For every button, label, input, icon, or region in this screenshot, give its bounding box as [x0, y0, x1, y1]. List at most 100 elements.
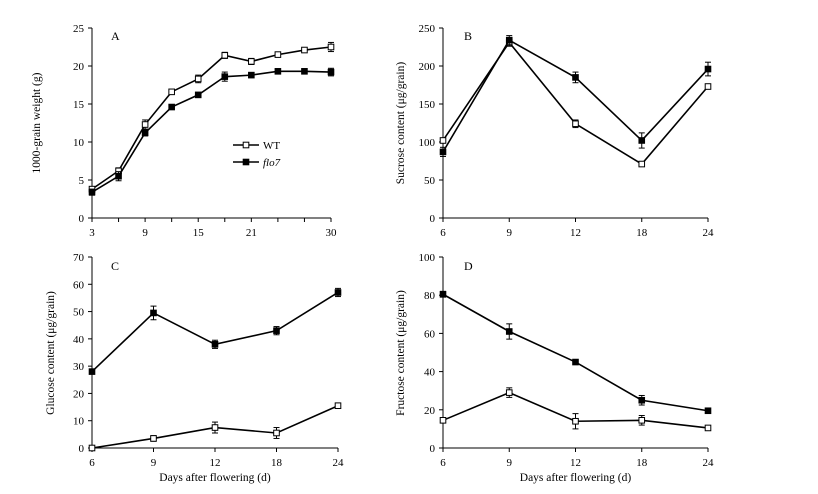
data-point-flo7 [301, 68, 308, 75]
y-tick-label: 50 [424, 175, 436, 187]
series-line-flo7 [442, 293, 709, 412]
data-point-flo7 [439, 290, 447, 298]
data-point-flo7 [334, 289, 342, 296]
data-point-wt [505, 389, 513, 396]
legend-marker-flo7 [242, 158, 250, 166]
y-tick-label: 100 [419, 252, 436, 264]
data-point-wt [221, 52, 229, 59]
x-tick-label: 24 [703, 457, 715, 469]
x-tick-label: 24 [703, 227, 715, 239]
x-tick-label: 12 [210, 457, 221, 469]
x-tick-label: 9 [151, 457, 157, 469]
chart-panel-d: 0 20 40 60 80 100 6 9 12 18 24 D Fructose content (μ… [395, 252, 714, 484]
y-axis-label: Glucose content (μg/grain) [45, 291, 57, 415]
data-point-wt [439, 417, 447, 424]
chart-panel-b: 0 50 100 150 200 250 6 9 12 18 24 B Sucrose content … [395, 23, 714, 239]
data-point-wt [301, 46, 308, 54]
y-tick-label: 100 [419, 137, 436, 149]
legend-label-wt: WT [263, 140, 280, 152]
panel-letter: D [464, 259, 473, 273]
x-axis-label: Days after flowering (d) [520, 472, 632, 484]
data-point-flo7 [572, 358, 579, 366]
y-tick-label: 40 [424, 367, 436, 379]
series-line-flo7 [442, 39, 709, 153]
x-tick-label: 12 [570, 457, 581, 469]
y-axis-label: Fructose content (μg/grain) [395, 290, 407, 416]
data-point-flo7 [194, 91, 202, 99]
data-point-wt [194, 75, 202, 83]
data-point-flo7 [141, 129, 149, 137]
y-axis-label: Sucrose content (μg/grain) [395, 62, 407, 185]
data-point-flo7 [638, 396, 646, 404]
x-tick-label: 15 [193, 227, 205, 239]
y-tick-label: 5 [79, 175, 85, 187]
data-point-flo7 [638, 137, 646, 144]
x-tick-label: 9 [507, 227, 513, 239]
y-tick-label: 250 [419, 23, 436, 35]
data-point-wt [638, 417, 646, 424]
data-point-wt [638, 160, 646, 168]
data-point-flo7 [505, 328, 513, 335]
x-tick-label: 30 [326, 227, 338, 239]
data-point-flo7 [88, 368, 96, 375]
data-point-wt [439, 137, 447, 144]
y-tick-label: 10 [73, 416, 85, 428]
legend-marker-wt [242, 141, 250, 149]
x-tick-label: 18 [636, 457, 648, 469]
y-tick-label: 20 [73, 61, 85, 73]
data-point-wt [704, 83, 712, 90]
y-tick-label: 25 [73, 23, 85, 35]
y-tick-label: 80 [424, 290, 436, 302]
data-point-flo7 [505, 36, 513, 44]
panel-letter: B [464, 29, 472, 43]
x-axis-label: Days after flowering (d) [159, 472, 271, 484]
x-tick-label: 21 [246, 227, 257, 239]
data-point-wt [248, 58, 255, 65]
y-tick-label: 150 [419, 99, 436, 111]
data-point-wt [572, 417, 579, 425]
data-point-flo7 [704, 65, 712, 73]
data-point-flo7 [168, 103, 175, 111]
y-tick-label: 40 [73, 334, 85, 346]
data-point-flo7 [273, 327, 280, 334]
y-tick-label: 70 [73, 252, 85, 264]
x-tick-label: 3 [89, 227, 95, 239]
data-point-flo7 [211, 341, 219, 348]
y-tick-label: 0 [79, 443, 85, 455]
x-tick-label: 18 [636, 227, 648, 239]
data-point-wt [274, 51, 282, 58]
data-point-wt [327, 43, 335, 51]
data-point-flo7 [704, 407, 712, 415]
chart-panel-c: 0 10 20 30 40 50 60 70 6 9 12 18 24 C Glucose content … [45, 252, 344, 484]
data-point-flo7 [115, 172, 122, 180]
panel-letter: C [111, 259, 119, 273]
data-point-flo7 [572, 74, 579, 81]
data-point-wt [704, 424, 712, 432]
series-line-wt [442, 41, 709, 166]
series-line-flo7 [91, 291, 339, 373]
data-point-flo7 [327, 68, 335, 76]
x-tick-label: 24 [333, 457, 345, 469]
y-axis-label: 1000-grain weight (g) [31, 72, 43, 173]
data-point-flo7 [221, 73, 229, 80]
chart-panel-a: 0 5 10 15 20 25 3 9 15 21 30 A 1000-grain weight (g)… [31, 23, 337, 239]
data-point-wt [334, 402, 342, 410]
y-tick-label: 60 [73, 279, 85, 291]
y-tick-label: 0 [79, 213, 85, 225]
data-point-wt [141, 121, 149, 128]
data-point-wt [168, 88, 175, 96]
legend: WT flo7 [233, 140, 281, 169]
x-tick-label: 6 [440, 227, 446, 239]
x-tick-label: 18 [271, 457, 283, 469]
data-point-wt [273, 429, 280, 437]
series-line-flo7 [91, 70, 332, 193]
y-tick-label: 20 [424, 405, 436, 417]
y-tick-label: 10 [73, 137, 85, 149]
x-tick-label: 12 [570, 227, 581, 239]
y-tick-label: 50 [73, 307, 85, 319]
data-point-wt [88, 444, 96, 452]
legend-label-flo7: flo7 [263, 157, 281, 169]
data-point-flo7 [248, 71, 255, 79]
data-point-wt [572, 120, 579, 128]
